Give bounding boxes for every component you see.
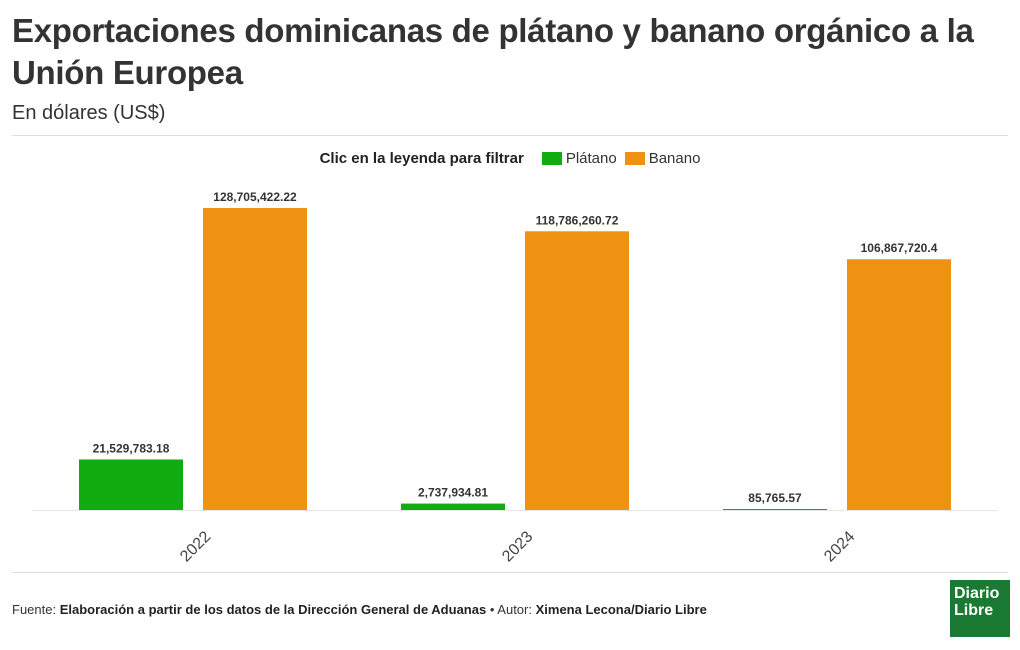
diario-libre-logo: Diario Libre bbox=[950, 580, 1010, 637]
logo-line-1: Diario bbox=[954, 585, 1000, 602]
footer-separator: • bbox=[489, 602, 495, 617]
footer: Fuente: Elaboración a partir de los dato… bbox=[12, 602, 707, 617]
data-label-banano-2022: 128,705,422.22 bbox=[213, 190, 297, 204]
logo-line-2: Libre bbox=[954, 602, 994, 619]
x-tick-label-2024: 2024 bbox=[821, 528, 858, 565]
source-label: Fuente: bbox=[12, 602, 57, 617]
bar-banano-2023 bbox=[525, 231, 629, 510]
x-tick-label-2023: 2023 bbox=[499, 528, 536, 565]
chart-subtitle: En dólares (US$) bbox=[12, 102, 166, 124]
legend-label-banano: Banano bbox=[648, 150, 701, 167]
data-label-platano-2023: 2,737,934.81 bbox=[418, 486, 488, 500]
data-label-banano-2023: 118,786,260.72 bbox=[536, 213, 619, 227]
data-label-platano-2022: 21,529,783.18 bbox=[93, 441, 170, 455]
bar-platano-2023 bbox=[401, 503, 505, 510]
source-text: Elaboración a partir de los datos de la … bbox=[59, 602, 487, 617]
bar-banano-2022 bbox=[203, 208, 307, 510]
legend-item-platano[interactable]: Plátano bbox=[541, 150, 617, 167]
footer-divider bbox=[12, 572, 1008, 573]
author-text: Ximena Lecona/Diario Libre bbox=[535, 602, 707, 617]
chart-title: Exportaciones dominicanas de plátano y b… bbox=[12, 12, 974, 91]
legend-title: Clic en la leyenda para filtrar bbox=[319, 150, 524, 167]
bar-platano-2022 bbox=[79, 459, 183, 510]
data-label-platano-2024: 85,765.57 bbox=[748, 491, 802, 505]
bar-chart: 21,529,783.18 128,705,422.22 2022 2,737,934… bbox=[32, 190, 998, 565]
header-divider bbox=[12, 135, 1008, 136]
legend-swatch-banano bbox=[624, 152, 645, 165]
x-tick-label-2022: 2022 bbox=[177, 528, 214, 565]
legend: Clic en la leyenda para filtrar Plátano … bbox=[0, 150, 1020, 167]
legend-label-platano: Plátano bbox=[565, 150, 617, 167]
legend-swatch-platano bbox=[541, 152, 562, 165]
author-label: Autor: bbox=[497, 602, 532, 617]
legend-item-banano[interactable]: Banano bbox=[624, 150, 701, 167]
data-label-banano-2024: 106,867,720.4 bbox=[861, 241, 938, 255]
bar-banano-2024 bbox=[847, 259, 951, 510]
bar-platano-2024 bbox=[723, 509, 827, 510]
